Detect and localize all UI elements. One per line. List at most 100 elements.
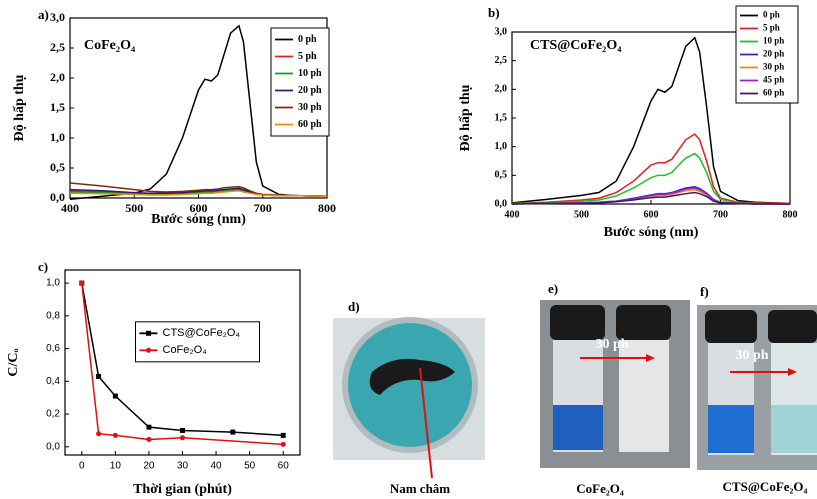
marker bbox=[112, 432, 118, 438]
x-tick-label: 20 bbox=[143, 461, 155, 472]
panel-label: b) bbox=[488, 5, 500, 20]
chart: 400 500 600 700 800 0,0 0,5 1,0 1,5 2,0 2,5 3,0 Bước… bbox=[12, 7, 336, 227]
series-line bbox=[511, 133, 791, 205]
y-tick-label: 0,5 bbox=[50, 160, 65, 174]
y-tick-label: 0,2 bbox=[46, 409, 60, 420]
x-tick-label: 50 bbox=[244, 461, 256, 472]
marker bbox=[280, 441, 286, 447]
arrow-text: 30 ph bbox=[595, 337, 628, 352]
legend-marker bbox=[146, 347, 151, 353]
y-tick-label: 2,0 bbox=[50, 70, 65, 84]
legend-label: 60 ph bbox=[298, 119, 322, 130]
caption: CoFe₂O₄ bbox=[576, 481, 624, 496]
y-tick-label: 0,4 bbox=[46, 376, 60, 387]
magnet bbox=[369, 358, 455, 395]
y-axis-label: Độ hấp thụ bbox=[12, 74, 27, 141]
series-line bbox=[69, 190, 328, 197]
legend-marker bbox=[146, 330, 151, 336]
x-axis-label: Bước sóng (nm) bbox=[151, 212, 246, 227]
series-line bbox=[69, 24, 328, 200]
panel-label: f) bbox=[700, 284, 709, 299]
x-tick-label: 30 bbox=[177, 461, 189, 472]
legend-label: 0 ph bbox=[763, 10, 780, 20]
legend-label: 60 ph bbox=[763, 88, 784, 98]
y-tick-label: 0,0 bbox=[50, 190, 65, 204]
y-tick-label: 2,0 bbox=[495, 84, 508, 95]
cap bbox=[550, 305, 605, 340]
legend-label: 5 ph bbox=[298, 51, 317, 62]
series-line bbox=[511, 36, 791, 205]
y-tick-label: 0,6 bbox=[46, 343, 60, 354]
y-tick-label: 2,5 bbox=[50, 40, 65, 54]
cap bbox=[616, 305, 671, 340]
x-tick-label: 500 bbox=[574, 209, 589, 220]
marker bbox=[230, 429, 236, 435]
y-tick-label: 3,0 bbox=[50, 10, 65, 24]
panel-label: a) bbox=[38, 7, 49, 22]
panel-label: e) bbox=[548, 281, 558, 296]
y-tick-label: 2,5 bbox=[495, 55, 508, 66]
legend-label: 5 ph bbox=[763, 23, 780, 33]
y-tick-label: 0,0 bbox=[46, 441, 60, 452]
x-tick-label: 400 bbox=[61, 201, 79, 215]
x-tick-label: 60 bbox=[278, 461, 290, 472]
arrow-text: 30 ph bbox=[735, 348, 768, 363]
x-tick-label: 800 bbox=[783, 209, 798, 220]
x-tick-label: 600 bbox=[190, 201, 208, 215]
y-tick-label: 3,0 bbox=[495, 26, 508, 37]
caption: CTS@CoFe₂O₄ bbox=[723, 479, 808, 494]
legend-label: CoFe₂O₄ bbox=[163, 344, 208, 356]
marker bbox=[112, 393, 118, 399]
legend-box bbox=[135, 321, 260, 363]
liquid bbox=[553, 405, 603, 450]
x-tick-label: 700 bbox=[713, 209, 728, 220]
y-tick-label: 0,5 bbox=[495, 170, 508, 181]
legend-label: 30 ph bbox=[298, 102, 322, 113]
y-tick-label: 1,0 bbox=[46, 278, 60, 289]
photo-d: d) Nam châm bbox=[333, 299, 485, 496]
x-axis-label: Thời gian (phút) bbox=[133, 482, 232, 497]
y-tick-label: 1,0 bbox=[495, 141, 508, 152]
marker bbox=[146, 424, 152, 430]
chart: 0 10 20 30 40 50 60 0,0 0,2 0,4 0,6 0,8 1,0 Thời gian… bbox=[6, 259, 301, 497]
x-tick-label: 40 bbox=[211, 461, 223, 472]
x-tick-label: 800 bbox=[318, 201, 336, 215]
x-tick-label: 0 bbox=[79, 461, 85, 472]
plot-frame bbox=[64, 269, 301, 456]
pointer bbox=[419, 367, 433, 479]
y-tick-label: 1,0 bbox=[50, 130, 65, 144]
series-line bbox=[511, 152, 791, 205]
series-line bbox=[511, 191, 790, 205]
y-axis-label: Độ hấp thụ bbox=[458, 84, 473, 151]
legend-label: 20 ph bbox=[298, 85, 322, 96]
photo-f: 30 ph f) CTS@CoFe₂O₄ bbox=[697, 284, 817, 494]
panel-label: c) bbox=[38, 259, 48, 274]
arrow-head bbox=[788, 368, 797, 376]
legend-label: 10 ph bbox=[763, 36, 784, 46]
annotation: CTS@CoFe₂O₄ bbox=[530, 38, 622, 53]
legend-label: 45 ph bbox=[763, 75, 784, 85]
x-tick-label: 500 bbox=[125, 201, 143, 215]
liquid bbox=[708, 405, 754, 453]
annotation: CoFe₂O₄ bbox=[84, 38, 136, 53]
photo-e: 30 ph e) CoFe₂O₄ bbox=[540, 281, 690, 496]
legend-label: 10 ph bbox=[298, 68, 322, 79]
arrow-head bbox=[646, 354, 655, 362]
marker bbox=[96, 431, 102, 437]
cap bbox=[768, 310, 817, 343]
y-tick-label: 0,0 bbox=[495, 198, 508, 209]
y-tick-label: 1,5 bbox=[50, 100, 65, 114]
series-line bbox=[81, 283, 284, 446]
y-tick-label: 0,8 bbox=[46, 310, 60, 321]
vial bbox=[619, 340, 669, 452]
x-tick-label: 10 bbox=[110, 461, 122, 472]
legend-label: 20 ph bbox=[763, 49, 784, 59]
x-tick-label: 400 bbox=[505, 209, 520, 220]
marker bbox=[79, 280, 85, 286]
marker bbox=[280, 432, 286, 438]
caption: Nam châm bbox=[390, 481, 450, 496]
legend-label: CTS@CoFe₂O₄ bbox=[163, 327, 241, 339]
cap bbox=[705, 310, 757, 343]
y-axis-label: C/Cₒ bbox=[6, 348, 21, 376]
